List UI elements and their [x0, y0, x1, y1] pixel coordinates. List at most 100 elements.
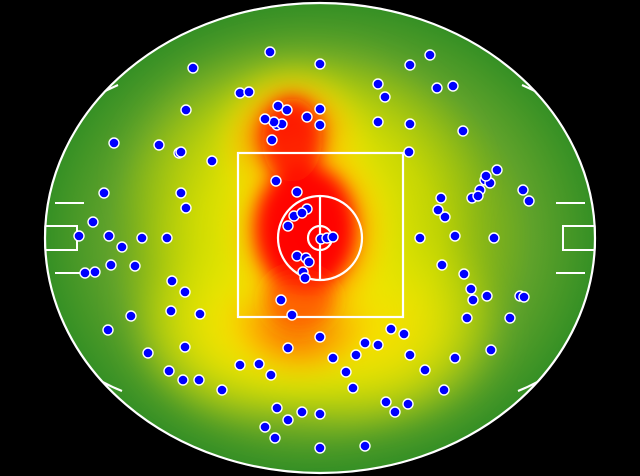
event-marker — [129, 260, 141, 272]
event-marker — [438, 384, 450, 396]
event-marker — [350, 349, 362, 361]
event-marker — [179, 341, 191, 353]
event-marker — [439, 211, 451, 223]
event-marker — [327, 352, 339, 364]
event-marker — [161, 232, 173, 244]
event-marker — [457, 125, 469, 137]
event-marker — [259, 113, 271, 125]
event-marker — [73, 230, 85, 242]
event-marker — [488, 232, 500, 244]
event-marker — [449, 352, 461, 364]
event-marker — [504, 312, 516, 324]
event-marker — [180, 202, 192, 214]
event-marker — [314, 331, 326, 343]
event-marker — [436, 259, 448, 271]
event-marker — [518, 291, 530, 303]
event-marker — [491, 164, 503, 176]
event-marker — [142, 347, 154, 359]
event-marker — [193, 374, 205, 386]
event-marker — [314, 442, 326, 454]
event-marker — [314, 119, 326, 131]
boundary-line — [43, 1, 597, 475]
event-marker — [424, 49, 436, 61]
event-marker — [187, 62, 199, 74]
event-marker — [281, 104, 293, 116]
event-marker — [234, 359, 246, 371]
event-marker — [340, 366, 352, 378]
event-marker — [480, 170, 492, 182]
event-marker — [359, 440, 371, 452]
event-marker — [259, 421, 271, 433]
event-marker — [404, 59, 416, 71]
event-marker — [136, 232, 148, 244]
event-marker — [379, 91, 391, 103]
right-goal-square — [562, 225, 596, 251]
event-marker — [194, 308, 206, 320]
event-marker — [467, 294, 479, 306]
event-marker — [264, 46, 276, 58]
event-marker — [414, 232, 426, 244]
heat-core-back — [266, 270, 334, 330]
event-marker — [103, 230, 115, 242]
event-marker — [372, 78, 384, 90]
event-marker — [266, 134, 278, 146]
event-marker — [177, 374, 189, 386]
event-marker — [116, 241, 128, 253]
event-marker — [79, 267, 91, 279]
event-marker — [105, 259, 117, 271]
event-marker — [153, 139, 165, 151]
event-marker — [299, 272, 311, 284]
event-marker — [404, 118, 416, 130]
event-marker — [461, 312, 473, 324]
event-marker — [301, 111, 313, 123]
event-marker — [89, 266, 101, 278]
event-marker — [398, 328, 410, 340]
event-marker — [87, 216, 99, 228]
event-marker — [286, 309, 298, 321]
event-marker — [402, 398, 414, 410]
event-marker — [447, 80, 459, 92]
event-marker — [303, 256, 315, 268]
event-marker — [269, 432, 281, 444]
event-marker — [180, 104, 192, 116]
event-marker — [163, 365, 175, 377]
event-marker — [449, 230, 461, 242]
event-marker-layer — [73, 46, 535, 454]
event-marker — [108, 137, 120, 149]
event-marker — [327, 231, 339, 243]
event-marker — [291, 186, 303, 198]
event-marker — [419, 364, 431, 376]
event-marker — [372, 116, 384, 128]
event-marker — [347, 382, 359, 394]
event-marker — [265, 369, 277, 381]
event-marker — [523, 195, 535, 207]
event-marker — [372, 339, 384, 351]
event-marker — [380, 396, 392, 408]
event-marker — [404, 349, 416, 361]
event-marker — [271, 402, 283, 414]
event-marker — [481, 290, 493, 302]
event-marker — [253, 358, 265, 370]
event-marker — [270, 175, 282, 187]
event-marker — [296, 406, 308, 418]
event-marker — [282, 220, 294, 232]
event-marker — [389, 406, 401, 418]
event-marker — [206, 155, 218, 167]
event-marker — [166, 275, 178, 287]
event-marker — [385, 323, 397, 335]
event-marker — [98, 187, 110, 199]
event-marker — [275, 294, 287, 306]
event-marker — [102, 324, 114, 336]
event-marker — [175, 146, 187, 158]
event-marker — [179, 286, 191, 298]
event-marker — [243, 86, 255, 98]
event-marker — [472, 190, 484, 202]
event-marker — [282, 342, 294, 354]
event-marker — [282, 414, 294, 426]
event-marker — [359, 337, 371, 349]
event-marker — [291, 250, 303, 262]
event-marker — [314, 408, 326, 420]
heat-layer — [115, 35, 510, 450]
event-marker — [125, 310, 137, 322]
event-marker — [314, 103, 326, 115]
